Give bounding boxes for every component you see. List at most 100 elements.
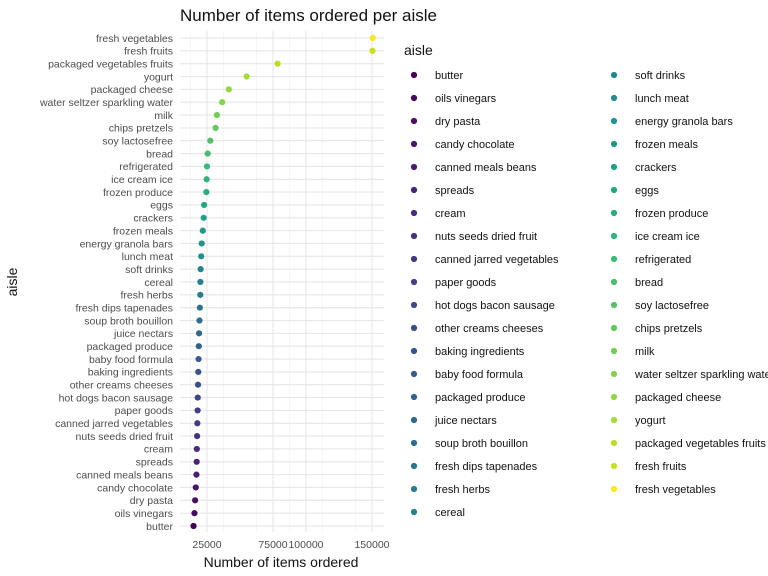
legend-key: [410, 416, 418, 424]
legend-item: juice nectars: [410, 415, 497, 427]
legend-item: lunch meat: [610, 93, 689, 105]
legend-key: [610, 278, 618, 286]
legend-key: [610, 462, 618, 470]
legend-item: yogurt: [610, 415, 666, 427]
data-point: [225, 86, 232, 93]
legend-label: paper goods: [435, 277, 497, 289]
legend-item: canned meals beans: [410, 162, 537, 174]
legend-item: chips pretzels: [610, 323, 703, 335]
legend-label: milk: [635, 346, 655, 358]
legend-key: [610, 301, 618, 309]
legend-key: [610, 393, 618, 401]
data-point: [194, 394, 201, 401]
legend-label: hot dogs bacon sausage: [435, 300, 555, 312]
legend-item: paper goods: [410, 277, 497, 289]
y-tick-label: fresh fruits: [124, 46, 173, 58]
y-tick-label: canned jarred vegetables: [55, 418, 173, 430]
y-tick-label: frozen produce: [103, 187, 173, 199]
legend-key: [610, 416, 618, 424]
legend-label: other creams cheeses: [435, 323, 544, 335]
y-tick-label: spreads: [136, 457, 173, 469]
legend-label: packaged cheese: [635, 392, 721, 404]
legend-label: water seltzer sparkling water: [634, 369, 768, 381]
legend-label: refrigerated: [635, 254, 691, 266]
data-point: [243, 73, 250, 80]
chart-title: Number of items ordered per aisle: [180, 6, 437, 25]
data-point: [193, 458, 200, 465]
legend-item: fresh dips tapenades: [410, 461, 538, 473]
data-point: [190, 522, 197, 530]
y-tick-label: ice cream ice: [111, 174, 173, 186]
y-tick-label: eggs: [150, 200, 173, 212]
legend-key: [410, 71, 418, 79]
legend-label: butter: [435, 70, 463, 82]
legend-label: fresh fruits: [635, 461, 687, 473]
data-point: [274, 60, 281, 67]
data-points: [190, 34, 376, 530]
x-tick-label: 100000: [288, 539, 323, 551]
legend-label: chips pretzels: [635, 323, 703, 335]
data-point: [203, 176, 210, 183]
legend-title: aisle: [404, 42, 433, 58]
legend-label: cream: [435, 208, 466, 220]
data-point: [200, 214, 207, 221]
legend-label: cereal: [435, 507, 465, 519]
legend-item: cereal: [410, 507, 465, 519]
legend-item: oils vinegars: [410, 93, 497, 105]
data-point: [219, 99, 226, 106]
y-tick-label: juice nectars: [113, 328, 173, 340]
legend-key: [610, 324, 618, 332]
y-tick-label: refrigerated: [119, 161, 173, 173]
legend-key: [410, 94, 418, 102]
y-tick-label: paper goods: [115, 405, 173, 417]
y-tick-label: baby food formula: [89, 354, 173, 366]
legend-key: [410, 370, 418, 378]
y-tick-label: packaged cheese: [91, 84, 173, 96]
legend-key: [610, 94, 618, 102]
y-tick-label: crackers: [133, 213, 173, 225]
y-tick-label: lunch meat: [122, 251, 173, 263]
y-tick-label: yogurt: [144, 71, 173, 83]
legend: aisle butter oils vinegars dry pasta candy …: [404, 42, 768, 519]
y-tick-label: cream: [144, 444, 173, 456]
legend-item: other creams cheeses: [410, 323, 544, 335]
legend-item: hot dogs bacon sausage: [410, 300, 555, 312]
legend-item: baby food formula: [410, 369, 524, 381]
legend-item: fresh fruits: [610, 461, 687, 473]
data-point: [203, 189, 210, 196]
legend-label: fresh vegetables: [635, 484, 716, 496]
legend-label: eggs: [635, 185, 659, 197]
data-point: [193, 471, 200, 478]
legend-label: juice nectars: [434, 415, 497, 427]
legend-label: candy chocolate: [435, 139, 515, 151]
legend-item: frozen meals: [610, 139, 698, 151]
data-point: [198, 240, 205, 247]
legend-key: [410, 301, 418, 309]
legend-key: [610, 439, 618, 447]
y-tick-label: fresh herbs: [120, 290, 173, 302]
x-tick-label: 25000: [192, 539, 221, 551]
y-tick-label: fresh dips tapenades: [76, 302, 173, 314]
data-point: [194, 433, 201, 440]
legend-key: [410, 140, 418, 148]
legend-item: ice cream ice: [610, 231, 700, 243]
legend-item: candy chocolate: [410, 139, 515, 151]
legend-label: fresh herbs: [435, 484, 491, 496]
legend-key: [610, 370, 618, 378]
legend-item: butter: [410, 70, 463, 82]
data-point: [192, 497, 199, 504]
legend-key: [410, 393, 418, 401]
legend-label: energy granola bars: [635, 116, 733, 128]
y-tick-label: candy chocolate: [97, 482, 173, 494]
x-tick-label: 75000: [258, 539, 287, 551]
data-point: [213, 111, 220, 119]
y-tick-label: fresh vegetables: [96, 33, 173, 45]
legend-key: [610, 163, 618, 171]
legend-label: canned meals beans: [435, 162, 537, 174]
data-point: [194, 381, 202, 388]
y-tick-label: chips pretzels: [109, 123, 173, 135]
legend-item: crackers: [610, 162, 677, 174]
legend-item: energy granola bars: [610, 116, 733, 128]
y-tick-label: packaged produce: [87, 341, 174, 353]
y-tick-label: soft drinks: [125, 264, 173, 276]
